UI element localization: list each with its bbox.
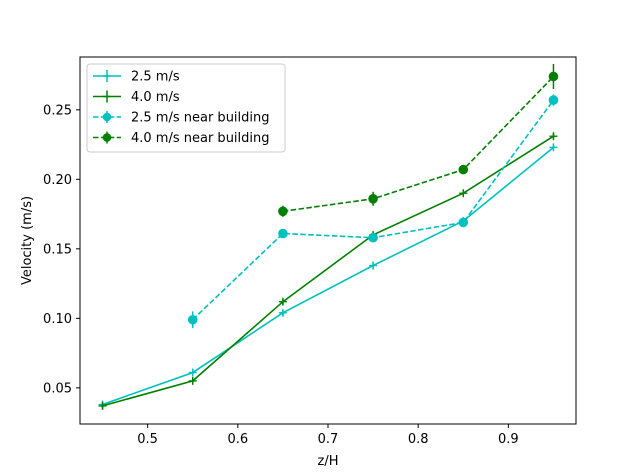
legend-label: 2.5 m/s [131,70,180,85]
plot-area [98,63,559,410]
legend-entry-1: 2.5 m/s [93,70,180,85]
data-point [188,376,197,385]
y-tick-label: 0.10 [43,312,72,327]
x-tick-label: 0.8 [408,432,429,447]
data-point [459,189,468,198]
series-line [102,146,555,406]
data-point [278,297,287,306]
legend: 2.5 m/s 4.0 m/s 2.5 m/s near building 4.0 m… [86,63,286,153]
data-point [368,193,378,204]
y-tick-label: 0.15 [43,242,72,257]
legend-marker [102,133,112,142]
legend-entry-2: 4.0 m/s [93,90,180,105]
legend-marker [102,112,112,122]
series-4 [278,63,559,217]
data-point [548,95,559,105]
data-point [278,206,288,217]
legend-label: 4.0 m/s near building [131,131,270,146]
axes: 0.5 0.6 0.7 0.8 0.9 0.05 0.10 0.15 0.20 0.25 z/H Ve… [20,56,577,469]
y-tick-label: 0.25 [43,103,72,118]
series-2 [98,132,558,410]
x-tick-label: 0.9 [498,432,519,447]
data-point [188,368,197,377]
x-tick-label: 0.5 [137,432,158,447]
x-tick-label: 0.6 [227,432,248,447]
series-3 [187,94,559,329]
data-point [98,401,107,410]
series-line [102,135,554,407]
data-point [187,314,198,325]
data-point [278,308,287,317]
legend-entry-4: 4.0 m/s near building [93,131,270,146]
legend-label: 4.0 m/s [131,90,180,105]
y-tick-label: 0.20 [43,173,72,188]
data-point [549,143,558,152]
data-point [548,71,559,82]
data-point [369,261,378,270]
legend-box [86,63,286,153]
data-point [458,217,469,228]
legend-label: 2.5 m/s near building [131,111,270,126]
data-point [458,164,469,175]
x-axis-label: z/H [318,454,339,469]
data-point [549,132,558,141]
x-tick-label: 0.7 [318,432,339,447]
data-point [368,232,378,243]
y-axis-label: Velocity (m/s) [20,196,35,285]
series-line [282,75,555,213]
y-tick-label: 0.05 [43,381,72,396]
legend-entry-3: 2.5 m/s near building [93,111,270,126]
data-point [278,228,288,239]
